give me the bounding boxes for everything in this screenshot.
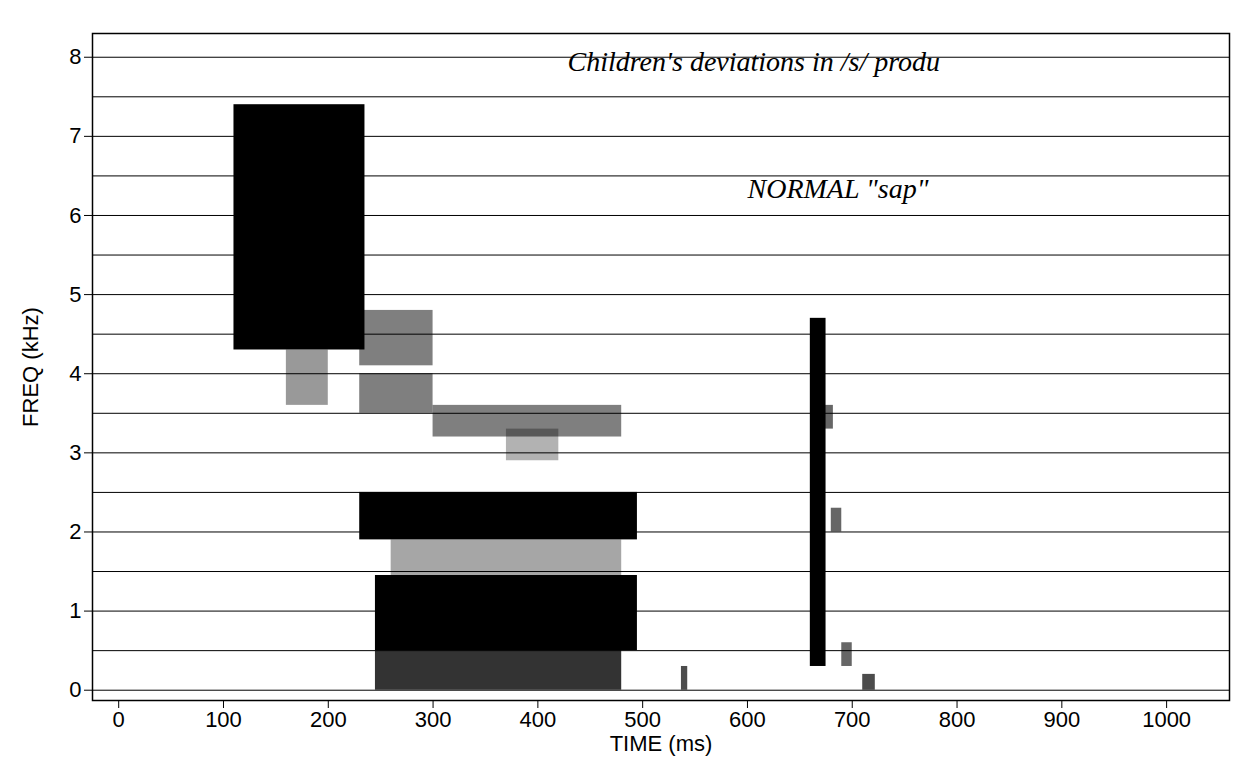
svg-text:NORMAL "sap": NORMAL "sap" xyxy=(747,173,929,204)
svg-text:0: 0 xyxy=(113,707,125,732)
svg-text:2: 2 xyxy=(69,519,81,544)
svg-text:4: 4 xyxy=(69,361,81,386)
svg-text:1000: 1000 xyxy=(1142,707,1191,732)
svg-text:TIME (ms): TIME (ms) xyxy=(610,731,713,756)
svg-text:500: 500 xyxy=(624,707,661,732)
svg-text:Children's deviations in /s/ p: Children's deviations in /s/ produ xyxy=(568,46,941,77)
svg-text:6: 6 xyxy=(69,203,81,228)
svg-text:3: 3 xyxy=(69,440,81,465)
svg-text:400: 400 xyxy=(520,707,557,732)
svg-text:1: 1 xyxy=(69,598,81,623)
svg-text:900: 900 xyxy=(1043,707,1080,732)
svg-text:800: 800 xyxy=(939,707,976,732)
svg-text:600: 600 xyxy=(729,707,766,732)
svg-text:8: 8 xyxy=(69,44,81,69)
svg-text:200: 200 xyxy=(310,707,347,732)
svg-text:5: 5 xyxy=(69,282,81,307)
svg-text:300: 300 xyxy=(415,707,452,732)
svg-text:FREQ (kHz): FREQ (kHz) xyxy=(18,307,43,427)
svg-text:0: 0 xyxy=(69,677,81,702)
svg-text:700: 700 xyxy=(834,707,871,732)
svg-text:100: 100 xyxy=(205,707,242,732)
svg-text:7: 7 xyxy=(69,123,81,148)
